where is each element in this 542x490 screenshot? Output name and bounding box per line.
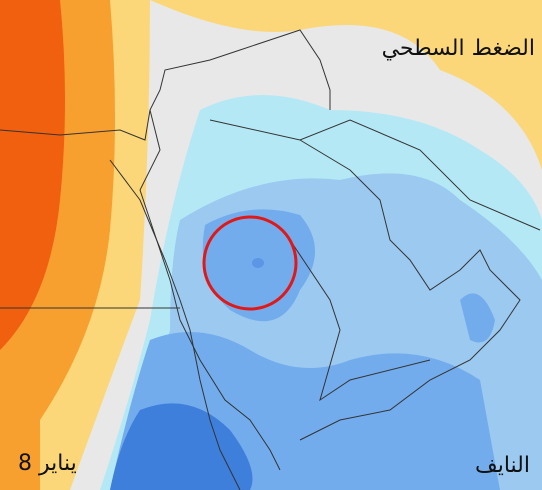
map-title: الضغط السطحي: [382, 36, 535, 61]
coastlines: [0, 29, 541, 490]
coastline: [139, 109, 281, 471]
coastline: [299, 139, 521, 441]
low-core: [252, 258, 264, 268]
coastline: [109, 159, 241, 490]
coastline: [0, 29, 331, 141]
gulf-low: [460, 293, 495, 343]
map-date: 8 يناير: [18, 451, 77, 476]
highlight-circle: [202, 215, 298, 311]
border: [289, 239, 431, 402]
map-author: النايف: [475, 453, 530, 478]
border: [0, 119, 541, 309]
deepest-blue: [110, 403, 253, 490]
